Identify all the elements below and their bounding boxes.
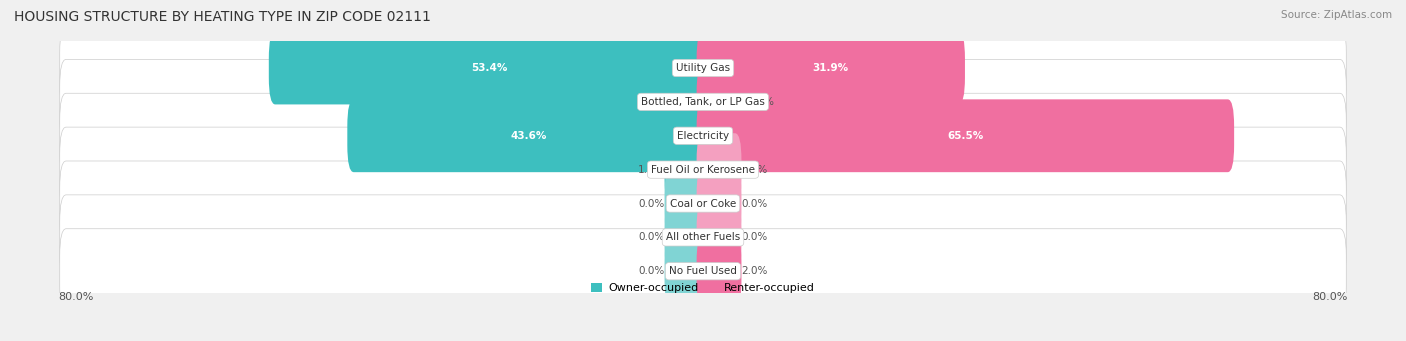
Text: 80.0%: 80.0% xyxy=(58,292,93,301)
FancyBboxPatch shape xyxy=(696,167,741,240)
FancyBboxPatch shape xyxy=(696,235,741,308)
Text: Bottled, Tank, or LP Gas: Bottled, Tank, or LP Gas xyxy=(641,97,765,107)
Text: 31.9%: 31.9% xyxy=(813,63,849,73)
FancyBboxPatch shape xyxy=(696,201,741,274)
Text: Electricity: Electricity xyxy=(676,131,730,141)
FancyBboxPatch shape xyxy=(59,59,1347,144)
FancyBboxPatch shape xyxy=(696,65,741,138)
FancyBboxPatch shape xyxy=(665,167,710,240)
FancyBboxPatch shape xyxy=(59,229,1347,314)
FancyBboxPatch shape xyxy=(696,99,1234,172)
FancyBboxPatch shape xyxy=(696,32,965,104)
Text: 65.5%: 65.5% xyxy=(948,131,983,141)
Text: Fuel Oil or Kerosene: Fuel Oil or Kerosene xyxy=(651,165,755,175)
Text: 80.0%: 80.0% xyxy=(1313,292,1348,301)
Text: Coal or Coke: Coal or Coke xyxy=(669,198,737,208)
Text: 0.0%: 0.0% xyxy=(638,232,665,242)
FancyBboxPatch shape xyxy=(59,26,1347,110)
FancyBboxPatch shape xyxy=(665,201,710,274)
FancyBboxPatch shape xyxy=(59,127,1347,212)
FancyBboxPatch shape xyxy=(59,93,1347,178)
Text: 43.6%: 43.6% xyxy=(510,131,547,141)
Text: 2.0%: 2.0% xyxy=(638,97,665,107)
FancyBboxPatch shape xyxy=(665,65,710,138)
Text: All other Fuels: All other Fuels xyxy=(666,232,740,242)
FancyBboxPatch shape xyxy=(665,235,710,308)
FancyBboxPatch shape xyxy=(696,133,741,206)
Text: 0.0%: 0.0% xyxy=(741,232,768,242)
Text: 1.0%: 1.0% xyxy=(638,165,665,175)
Text: 0.48%: 0.48% xyxy=(741,97,775,107)
Text: HOUSING STRUCTURE BY HEATING TYPE IN ZIP CODE 02111: HOUSING STRUCTURE BY HEATING TYPE IN ZIP… xyxy=(14,10,430,24)
FancyBboxPatch shape xyxy=(347,99,710,172)
Text: 0.0%: 0.0% xyxy=(638,266,665,276)
Text: 0.0%: 0.0% xyxy=(638,198,665,208)
Legend: Owner-occupied, Renter-occupied: Owner-occupied, Renter-occupied xyxy=(586,279,820,298)
FancyBboxPatch shape xyxy=(59,161,1347,246)
FancyBboxPatch shape xyxy=(59,195,1347,280)
Text: 53.4%: 53.4% xyxy=(471,63,508,73)
Text: Source: ZipAtlas.com: Source: ZipAtlas.com xyxy=(1281,10,1392,20)
FancyBboxPatch shape xyxy=(665,133,710,206)
Text: Utility Gas: Utility Gas xyxy=(676,63,730,73)
Text: 0.0%: 0.0% xyxy=(741,198,768,208)
Text: 0.0%: 0.0% xyxy=(741,165,768,175)
FancyBboxPatch shape xyxy=(269,32,710,104)
Text: 2.0%: 2.0% xyxy=(741,266,768,276)
Text: No Fuel Used: No Fuel Used xyxy=(669,266,737,276)
